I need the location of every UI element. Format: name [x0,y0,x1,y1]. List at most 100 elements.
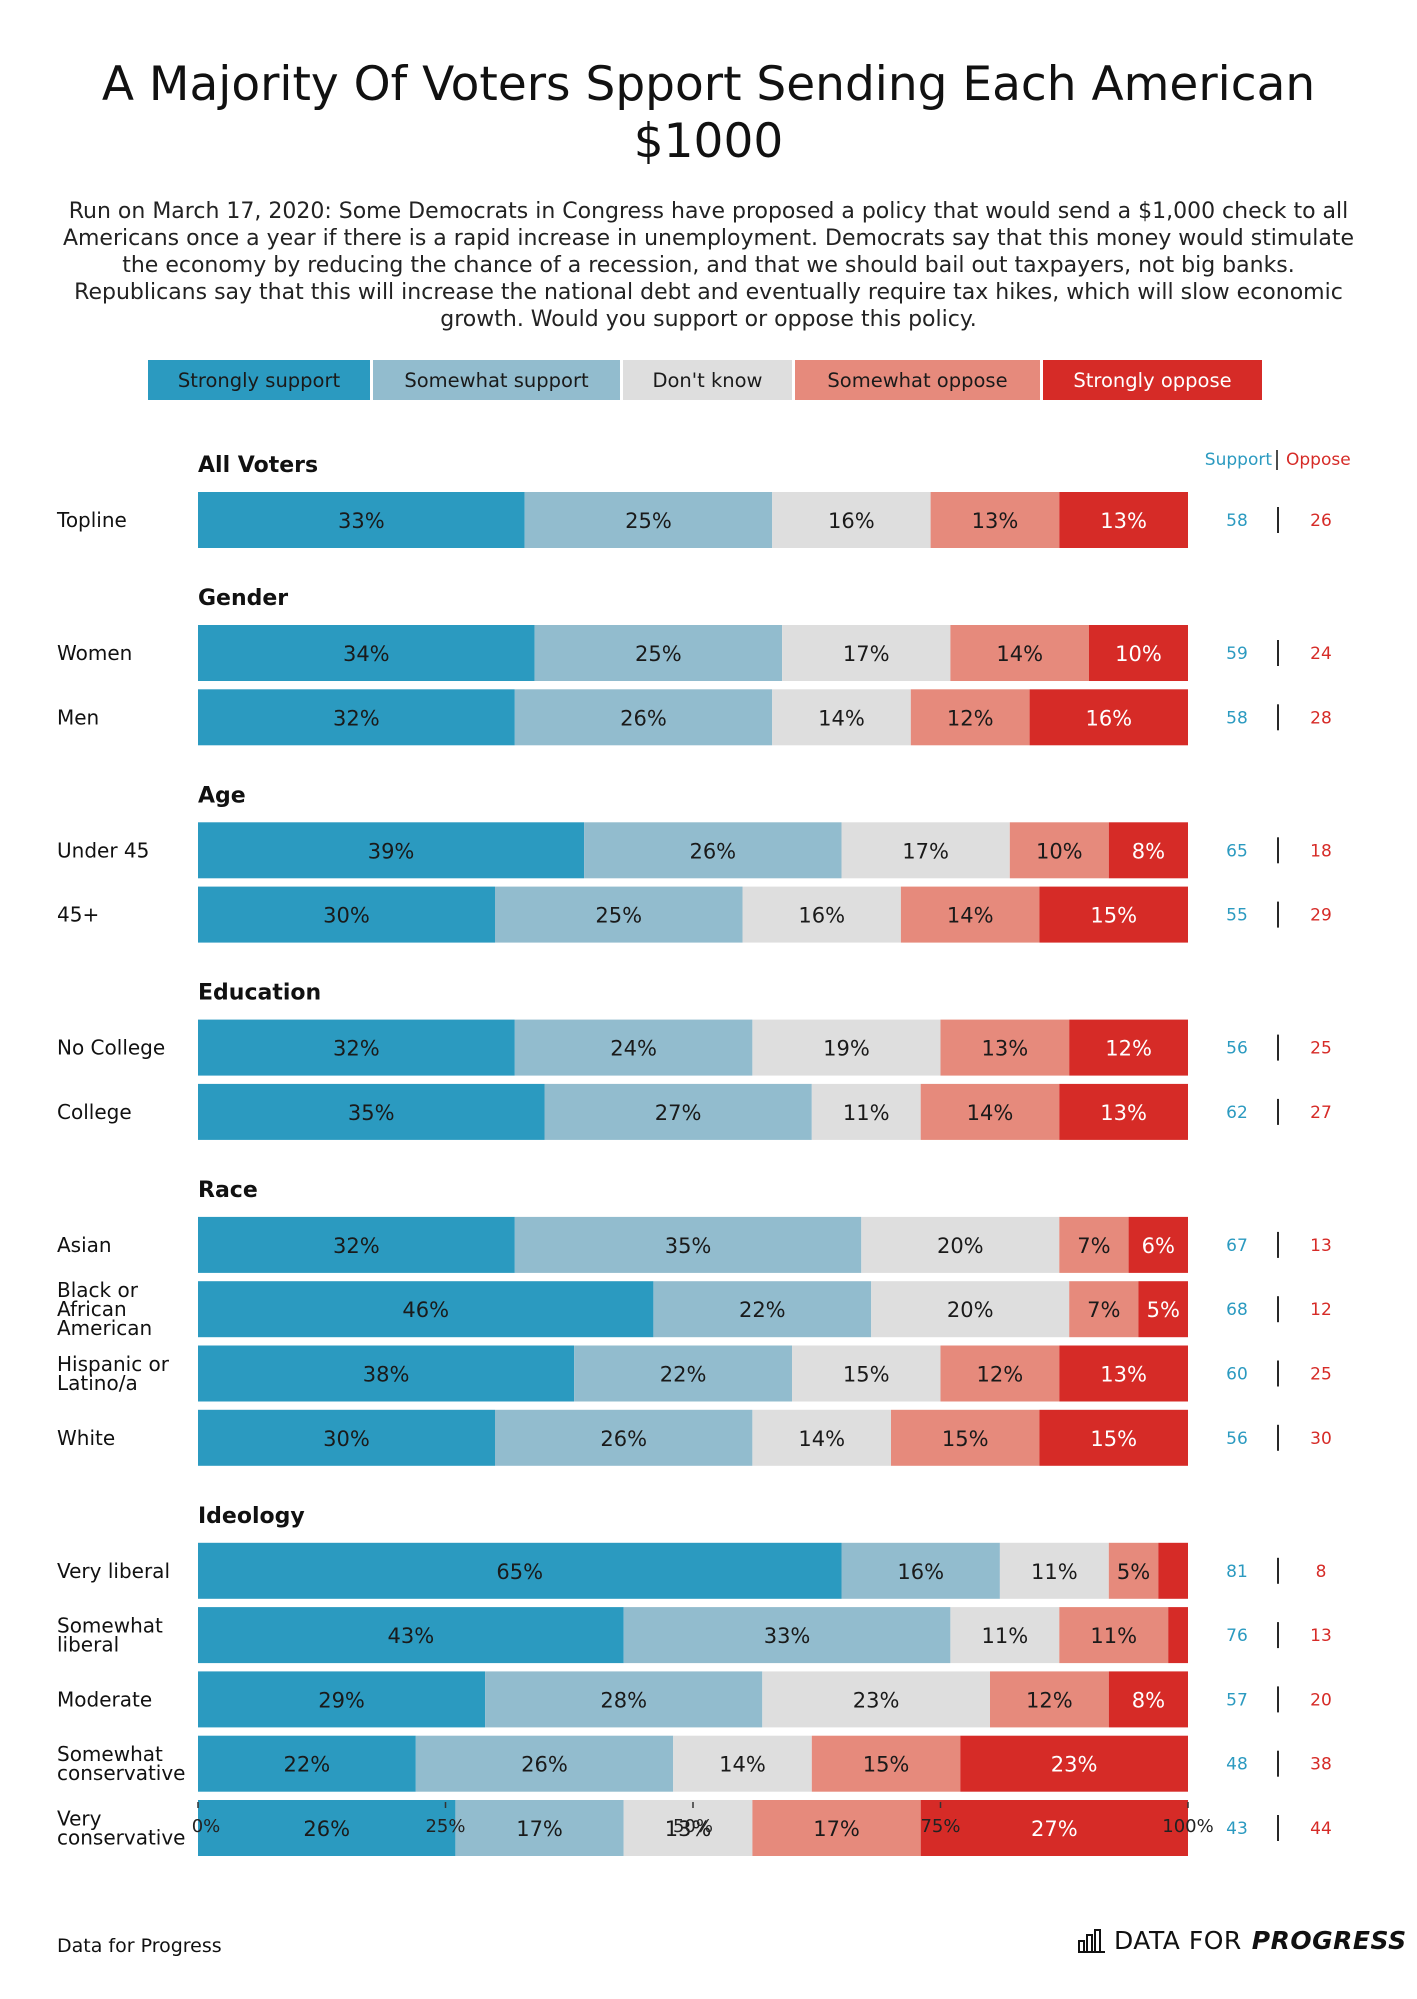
bar-men-dont-know [772,689,911,746]
row-label-white: White [57,1426,115,1450]
support-value-white: 56 [1226,1429,1248,1449]
support-value-asian: 67 [1226,1236,1248,1256]
bar-topline-somewhat-support [524,492,773,548]
bar-label-topline-somewhat-support: 25% [625,509,672,533]
support-value-men: 58 [1226,708,1248,728]
bar-no-college-dont-know [752,1019,941,1076]
x-tick-label-50: 50% [673,1816,713,1837]
bar-label-very-liberal-dont-know: 11% [1031,1560,1078,1584]
bar-label-men-strongly-support: 32% [333,706,380,730]
bar-label-white-dont-know: 14% [798,1427,845,1451]
bar-45-dont-know [742,886,901,943]
bar-label-college-somewhat-oppose: 14% [967,1101,1014,1125]
row-label-asian: Asian [57,1233,112,1257]
bar-label-somewhat-liberal-somewhat-oppose: 11% [1090,1624,1137,1648]
support-value-black-or-african-american: 68 [1226,1300,1248,1320]
oppose-value-white: 30 [1310,1429,1332,1449]
bar-black-or-african-american-somewhat-support [653,1281,872,1338]
bar-45-strongly-support [198,886,495,943]
bar-label-45-strongly-support: 30% [323,904,370,928]
bar-topline-dont-know [772,492,931,548]
bar-women-strongly-oppose [1089,625,1188,681]
group-title-race: Race [198,1178,258,1203]
bar-label-hispanic-or-latino-a-strongly-oppose: 13% [1100,1363,1147,1387]
bar-label-somewhat-liberal-strongly-support: 43% [388,1624,435,1648]
x-tick-label-0: 0% [192,1816,221,1837]
oppose-value-very-liberal: 8 [1316,1562,1327,1582]
row-label-somewhat-conservative: Somewhat conservative [57,1742,186,1785]
bar-label-moderate-dont-know: 23% [853,1688,900,1712]
bar-college-strongly-oppose [1059,1083,1188,1140]
bar-moderate-dont-know [762,1671,990,1728]
bar-hispanic-or-latino-a-dont-know [792,1345,941,1402]
bar-label-moderate-somewhat-support: 28% [600,1688,647,1712]
bar-women-strongly-support [198,625,535,681]
oppose-value-somewhat-liberal: 13 [1310,1626,1332,1646]
bar-label-black-or-african-american-somewhat-oppose: 7% [1087,1298,1120,1322]
bar-men-somewhat-support [514,689,773,746]
bar-label-very-conservative-strongly-support: 26% [303,1817,350,1841]
bar-label-men-somewhat-support: 26% [620,706,667,730]
x-tick-label-25: 25% [425,1816,465,1837]
bar-label-women-dont-know: 17% [843,642,890,666]
legend: Strongly support Somewhat support Don't kn… [148,360,1262,400]
bar-chart-logo-icon [1078,1928,1105,1953]
bar-women-dont-know [782,625,951,681]
support-value-45: 55 [1226,906,1248,926]
bar-women-somewhat-support [534,625,783,681]
bar-college-somewhat-oppose [920,1083,1060,1140]
support-value-women: 59 [1226,644,1248,664]
bar-black-or-african-american-strongly-oppose [1138,1281,1188,1338]
oppose-header: Oppose [1286,450,1351,470]
bar-somewhat-conservative-somewhat-oppose [811,1735,961,1792]
bar-label-very-conservative-somewhat-oppose: 17% [813,1817,860,1841]
bar-label-somewhat-conservative-strongly-support: 22% [284,1753,331,1777]
bar-college-somewhat-support [544,1083,812,1140]
bar-label-very-liberal-somewhat-support: 16% [897,1560,944,1584]
row-label-somewhat-liberal: Somewhat liberal [57,1614,163,1657]
row-label-moderate: Moderate [57,1687,152,1711]
bar-asian-somewhat-oppose [1059,1216,1129,1273]
bar-label-somewhat-conservative-somewhat-support: 26% [521,1753,568,1777]
bar-somewhat-conservative-dont-know [673,1735,812,1792]
bar-very-liberal-somewhat-oppose [1108,1542,1159,1599]
bar-somewhat-liberal-dont-know [950,1607,1060,1664]
bar-label-very-conservative-dont-know: 13% [665,1817,712,1841]
bar-very-conservative-somewhat-oppose [752,1800,921,1856]
legend-item-don-t-know: Don't know [623,360,792,400]
bar-very-conservative-somewhat-support [455,1800,624,1856]
bar-men-somewhat-oppose [910,689,1030,746]
support-value-very-liberal: 81 [1226,1562,1248,1582]
group-title-all-voters: All Voters [198,453,318,478]
bar-label-white-somewhat-oppose: 15% [942,1427,989,1451]
bar-asian-strongly-oppose [1128,1216,1188,1273]
bar-label-somewhat-liberal-somewhat-support: 33% [764,1624,811,1648]
bar-label-45-strongly-oppose: 15% [1090,904,1137,928]
bar-label-topline-somewhat-oppose: 13% [972,509,1019,533]
support-header: Support [1205,450,1273,470]
bar-label-black-or-african-american-dont-know: 20% [947,1298,994,1322]
row-label-men: Men [57,705,99,729]
oppose-value-somewhat-conservative: 38 [1310,1755,1332,1775]
bar-very-liberal-dont-know [999,1542,1109,1599]
bar-hispanic-or-latino-a-strongly-support [198,1345,575,1402]
bar-label-under-45-strongly-oppose: 8% [1132,839,1165,863]
bar-white-strongly-oppose [1039,1409,1188,1466]
row-label-very-liberal: Very liberal [57,1559,170,1583]
bar-moderate-strongly-oppose [1108,1671,1188,1728]
bar-label-somewhat-conservative-dont-know: 14% [719,1753,766,1777]
support-value-topline: 58 [1226,511,1248,531]
bar-label-moderate-somewhat-oppose: 12% [1026,1688,1073,1712]
row-label-45: 45+ [57,903,99,927]
bar-no-college-strongly-oppose [1069,1019,1188,1076]
bar-label-hispanic-or-latino-a-somewhat-support: 22% [660,1363,707,1387]
bar-college-dont-know [811,1083,921,1140]
bar-very-conservative-strongly-support [198,1800,456,1856]
oppose-value-topline: 26 [1310,511,1332,531]
bar-asian-dont-know [861,1216,1060,1273]
oppose-value-45: 29 [1310,906,1332,926]
oppose-value-men: 28 [1310,708,1332,728]
bar-somewhat-liberal-somewhat-oppose [1059,1607,1169,1664]
bar-asian-somewhat-support [514,1216,862,1273]
row-label-women: Women [57,641,132,665]
